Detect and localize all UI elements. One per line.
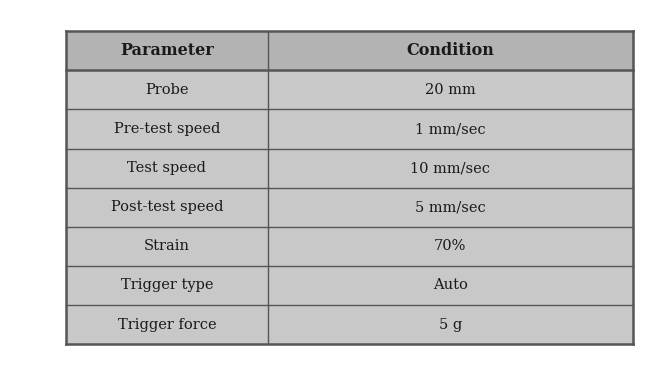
Bar [268, 31, 633, 70]
Bar [268, 305, 633, 344]
Text: 5 g: 5 g [439, 318, 462, 332]
Text: Strain: Strain [144, 239, 190, 253]
Bar [268, 70, 633, 110]
Bar [66, 31, 268, 70]
Bar [268, 188, 633, 227]
Bar [66, 110, 268, 149]
Text: 5 mm/sec: 5 mm/sec [415, 200, 486, 214]
Bar [268, 110, 633, 149]
Text: Post-test speed: Post-test speed [111, 200, 223, 214]
Text: Auto: Auto [433, 279, 468, 293]
Text: 70%: 70% [434, 239, 467, 253]
Text: Test speed: Test speed [127, 161, 206, 175]
Bar [268, 227, 633, 266]
Bar [66, 70, 268, 110]
Text: 10 mm/sec: 10 mm/sec [410, 161, 491, 175]
Bar [66, 188, 268, 227]
Text: Pre-test speed: Pre-test speed [114, 122, 220, 136]
Bar [268, 266, 633, 305]
Text: Probe: Probe [145, 83, 189, 97]
Text: Trigger force: Trigger force [117, 318, 216, 332]
Bar [66, 266, 268, 305]
Bar [66, 227, 268, 266]
Text: Parameter: Parameter [120, 42, 213, 59]
Text: 20 mm: 20 mm [425, 83, 476, 97]
Bar [268, 149, 633, 188]
Text: Condition: Condition [406, 42, 495, 59]
Text: 1 mm/sec: 1 mm/sec [415, 122, 486, 136]
Bar [66, 149, 268, 188]
Bar [66, 305, 268, 344]
Text: Trigger type: Trigger type [121, 279, 213, 293]
